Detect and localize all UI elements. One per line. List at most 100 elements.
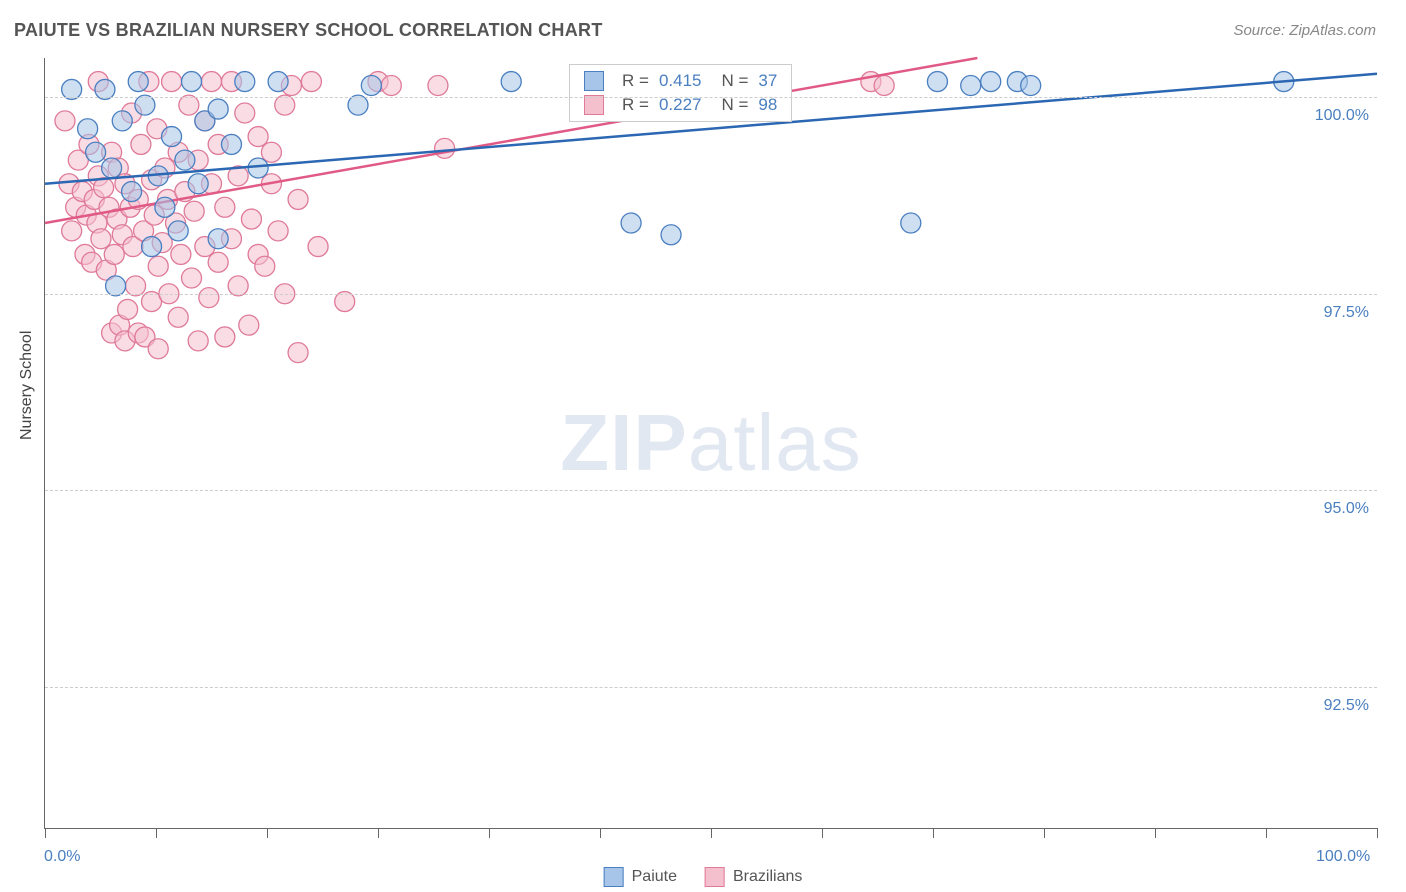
paiute-point — [112, 111, 132, 131]
gridline — [45, 97, 1377, 98]
brazilians-point — [148, 339, 168, 359]
brazilians-point — [268, 221, 288, 241]
x-tick — [156, 828, 157, 838]
paiute-point — [927, 72, 947, 92]
brazilians-point — [288, 343, 308, 363]
paiute-point — [175, 150, 195, 170]
brazilians-point — [261, 142, 281, 162]
brazilians-point — [301, 72, 321, 92]
x-tick — [1377, 828, 1378, 838]
brazilians-point — [62, 221, 82, 241]
brazilians-legend-label: Brazilians — [733, 868, 802, 886]
gridline — [45, 490, 1377, 491]
brazilians-point — [91, 229, 111, 249]
paiute-point — [168, 221, 188, 241]
y-tick-label: 92.5% — [1324, 697, 1369, 715]
stats-row-paiute: R = 0.415 N = 37 — [570, 69, 791, 93]
paiute-point — [268, 72, 288, 92]
gridline — [45, 294, 1377, 295]
brazilians-point — [428, 76, 448, 96]
x-tick — [1266, 828, 1267, 838]
y-tick-label: 97.5% — [1324, 304, 1369, 322]
x-axis-label: 0.0% — [44, 848, 80, 866]
paiute-point — [621, 213, 641, 233]
paiute-point — [188, 174, 208, 194]
paiute-point — [208, 229, 228, 249]
paiute-swatch-icon — [584, 71, 604, 91]
paiute-legend-label: Paiute — [632, 868, 677, 886]
brazilians-point — [182, 268, 202, 288]
paiute-point — [208, 99, 228, 119]
paiute-point — [162, 127, 182, 147]
paiute-point — [501, 72, 521, 92]
x-tick — [45, 828, 46, 838]
brazilians-point — [248, 127, 268, 147]
brazilians-point — [288, 189, 308, 209]
x-tick — [378, 828, 379, 838]
y-tick-label: 95.0% — [1324, 500, 1369, 518]
chart-svg — [45, 58, 1377, 828]
y-tick-label: 100.0% — [1315, 107, 1369, 125]
y-axis-label: Nursery School — [18, 331, 36, 440]
paiute-point — [155, 197, 175, 217]
brazilians-point — [255, 256, 275, 276]
source-label: Source: ZipAtlas.com — [1233, 22, 1376, 39]
brazilians-point — [162, 72, 182, 92]
legend: Paiute Brazilians — [604, 867, 803, 887]
paiute-point — [128, 72, 148, 92]
x-tick — [933, 828, 934, 838]
stats-box: R = 0.415 N = 37 R = 0.227 N = 98 — [569, 64, 792, 122]
brazilians-point — [308, 237, 328, 257]
paiute-point — [102, 158, 122, 178]
x-axis-label: 100.0% — [1316, 848, 1370, 866]
paiute-point — [78, 119, 98, 139]
paiute-point — [142, 237, 162, 257]
x-tick — [711, 828, 712, 838]
brazilians-legend-swatch-icon — [705, 867, 725, 887]
paiute-point — [1021, 76, 1041, 96]
brazilians-point — [215, 197, 235, 217]
paiute-point — [361, 76, 381, 96]
brazilians-point — [241, 209, 261, 229]
paiute-point — [248, 158, 268, 178]
paiute-point — [661, 225, 681, 245]
legend-item-paiute: Paiute — [604, 867, 677, 887]
x-tick — [822, 828, 823, 838]
stats-n-label: N = — [721, 71, 748, 91]
x-tick — [1155, 828, 1156, 838]
plot-area: ZIPatlas R = 0.415 N = 37 R = 0.227 N = … — [44, 58, 1377, 829]
paiute-r-value: 0.415 — [659, 71, 702, 91]
paiute-n-value: 37 — [758, 71, 777, 91]
x-tick — [267, 828, 268, 838]
paiute-point — [86, 142, 106, 162]
paiute-point — [961, 76, 981, 96]
chart-title: PAIUTE VS BRAZILIAN NURSERY SCHOOL CORRE… — [14, 20, 603, 41]
x-tick — [489, 828, 490, 838]
brazilians-point — [118, 299, 138, 319]
brazilians-point — [171, 244, 191, 264]
brazilians-point — [435, 138, 455, 158]
stats-r-label: R = — [622, 71, 649, 91]
brazilians-point — [215, 327, 235, 347]
brazilians-point — [202, 72, 222, 92]
x-tick — [1044, 828, 1045, 838]
brazilians-point — [131, 134, 151, 154]
brazilians-point — [199, 288, 219, 308]
legend-item-brazilians: Brazilians — [705, 867, 802, 887]
paiute-point — [901, 213, 921, 233]
gridline — [45, 687, 1377, 688]
brazilians-point — [235, 103, 255, 123]
x-tick — [600, 828, 601, 838]
brazilians-point — [239, 315, 259, 335]
chart-container: PAIUTE VS BRAZILIAN NURSERY SCHOOL CORRE… — [0, 0, 1406, 892]
paiute-legend-swatch-icon — [604, 867, 624, 887]
brazilians-point — [148, 256, 168, 276]
paiute-point — [182, 72, 202, 92]
paiute-point — [981, 72, 1001, 92]
paiute-point — [235, 72, 255, 92]
brazilians-point — [184, 201, 204, 221]
brazilians-point — [874, 76, 894, 96]
brazilians-point — [381, 76, 401, 96]
brazilians-point — [104, 244, 124, 264]
paiute-point — [221, 134, 241, 154]
